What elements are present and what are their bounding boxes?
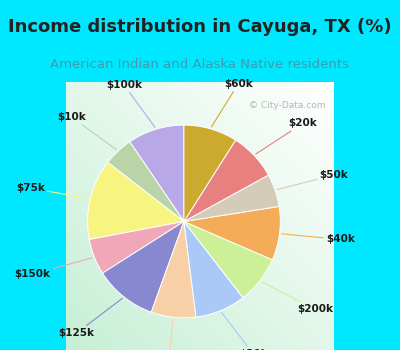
Wedge shape: [130, 125, 184, 222]
Wedge shape: [102, 222, 184, 312]
Text: $75k: $75k: [16, 183, 88, 198]
Wedge shape: [184, 140, 268, 222]
Text: $30k: $30k: [222, 313, 268, 350]
Text: $20k: $20k: [256, 118, 317, 154]
Text: $40k: $40k: [282, 234, 355, 244]
Wedge shape: [184, 222, 243, 317]
Text: $200k: $200k: [262, 282, 333, 314]
Text: Income distribution in Cayuga, TX (%): Income distribution in Cayuga, TX (%): [8, 18, 392, 36]
Wedge shape: [88, 162, 184, 239]
Text: $10k: $10k: [57, 112, 116, 150]
Wedge shape: [184, 175, 279, 222]
Text: > $200k: > $200k: [144, 320, 192, 350]
Wedge shape: [89, 222, 184, 273]
Text: $60k: $60k: [212, 79, 253, 127]
Text: © City-Data.com: © City-Data.com: [249, 101, 326, 110]
Wedge shape: [184, 222, 272, 298]
Text: $125k: $125k: [58, 299, 122, 338]
Text: $150k: $150k: [15, 258, 92, 279]
Wedge shape: [151, 222, 196, 318]
Wedge shape: [108, 142, 184, 222]
Text: American Indian and Alaska Native residents: American Indian and Alaska Native reside…: [50, 57, 350, 71]
Wedge shape: [184, 125, 236, 222]
Text: $50k: $50k: [277, 170, 348, 190]
Wedge shape: [184, 206, 280, 260]
Text: $100k: $100k: [106, 79, 155, 127]
